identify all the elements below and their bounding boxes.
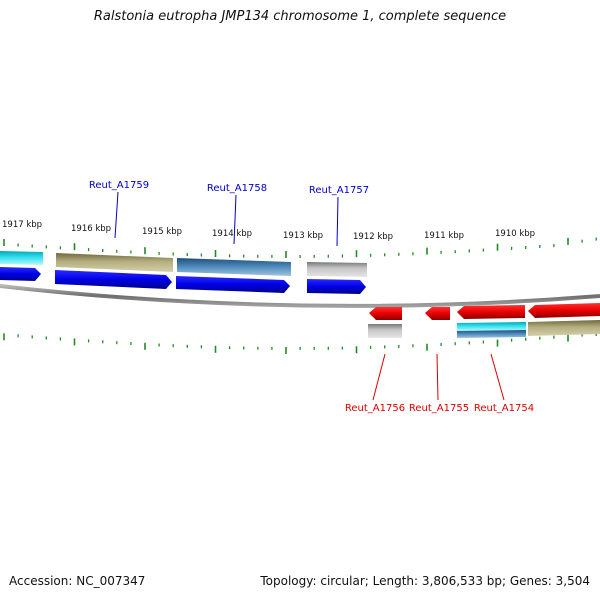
- gene-Reut_A1757-arrow[interactable]: [307, 279, 366, 294]
- reverse-genes: [369, 303, 600, 320]
- topology-text: Topology: circular; Length: 3,806,533 bp…: [260, 574, 590, 588]
- steelblue-feature-bar[interactable]: [457, 330, 526, 338]
- kbp-label: 1917 kbp: [2, 220, 42, 230]
- kbp-label: 1913 kbp: [283, 231, 323, 241]
- accession-text: Accession: NC_007347: [9, 574, 146, 588]
- leader-line: [233, 194, 237, 245]
- reverse-gene-labels: Reut_A1756 Reut_A1755 Reut_A1754: [345, 403, 534, 414]
- olive-feature-bar[interactable]: [528, 320, 600, 336]
- kbp-label: 1910 kbp: [495, 229, 535, 239]
- gray-feature-bar[interactable]: [368, 324, 402, 338]
- gene-label-Reut_A1757[interactable]: Reut_A1757: [309, 185, 369, 196]
- forward-feature-track: [0, 251, 367, 277]
- gene-label-Reut_A1754[interactable]: Reut_A1754: [474, 403, 534, 414]
- kbp-label: 1916 kbp: [71, 224, 111, 234]
- leader-line: [114, 191, 119, 239]
- kbp-label: 1911 kbp: [424, 231, 464, 241]
- gene-Reut_A1758-arrow[interactable]: [176, 276, 290, 293]
- gene-Reut_A1754-arrow[interactable]: [457, 305, 525, 319]
- reverse-feature-track: [368, 320, 600, 338]
- kbp-scale-labels: 1917 kbp 1916 kbp 1915 kbp 1914 kbp 1913…: [2, 220, 535, 242]
- reverse-label-leaders: [372, 353, 505, 401]
- reverse-scale-ticks: [3, 333, 597, 354]
- kbp-label: 1912 kbp: [353, 232, 393, 242]
- cyan-feature-bar[interactable]: [0, 251, 43, 265]
- map-title: Ralstonia eutropha JMP134 chromosome 1, …: [93, 9, 507, 24]
- forward-label-leaders: [114, 191, 339, 247]
- gene-label-Reut_A1756[interactable]: Reut_A1756: [345, 403, 405, 414]
- forward-scale-ticks: [3, 237, 597, 258]
- leader-line: [490, 353, 505, 401]
- kbp-label: 1914 kbp: [212, 229, 252, 239]
- leader-line: [336, 196, 339, 247]
- gene-label-Reut_A1755[interactable]: Reut_A1755: [409, 403, 469, 414]
- leader-line: [372, 353, 386, 401]
- gray-feature-bar[interactable]: [307, 262, 367, 277]
- olive-feature-bar[interactable]: [56, 253, 173, 272]
- reverse-gene-arrow[interactable]: [528, 303, 600, 318]
- forward-gene-arrow[interactable]: [0, 267, 41, 281]
- kbp-label: 1915 kbp: [142, 227, 182, 237]
- gene-Reut_A1755-arrow[interactable]: [425, 307, 450, 320]
- gene-Reut_A1756-arrow[interactable]: [369, 307, 402, 320]
- forward-genes: [0, 267, 366, 294]
- gene-label-Reut_A1759[interactable]: Reut_A1759: [89, 180, 149, 191]
- chromosome-backbone: [0, 284, 600, 308]
- gene-label-Reut_A1758[interactable]: Reut_A1758: [207, 183, 267, 194]
- leader-line: [436, 353, 439, 401]
- steelblue-feature-bar[interactable]: [177, 258, 291, 276]
- cyan-feature-bar[interactable]: [457, 322, 526, 331]
- forward-gene-labels: Reut_A1759 Reut_A1758 Reut_A1757: [89, 180, 369, 196]
- gene-Reut_A1759-arrow[interactable]: [55, 270, 172, 289]
